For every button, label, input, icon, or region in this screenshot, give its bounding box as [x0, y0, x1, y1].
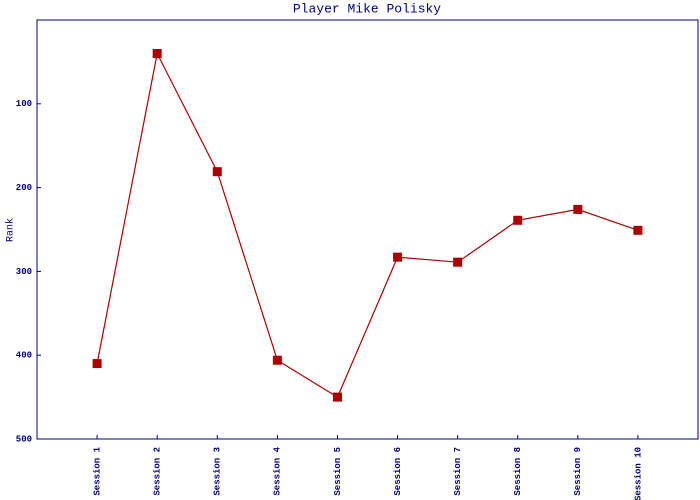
data-point [272, 355, 282, 365]
data-point [573, 204, 583, 214]
data-point [152, 49, 162, 59]
data-point [92, 359, 102, 369]
x-tick-label: Session 1 [92, 446, 102, 495]
y-tick-label: 400 [16, 351, 32, 361]
data-point [393, 252, 403, 262]
x-tick-label: Session 6 [393, 447, 403, 496]
plot-frame [36, 19, 699, 440]
data-point [212, 167, 222, 177]
data-point [513, 215, 523, 225]
y-tick-label: 100 [16, 99, 32, 109]
x-tick-label: Session 3 [213, 447, 223, 496]
x-tick-label: Session 4 [273, 446, 283, 495]
x-tick-label: Session 7 [453, 447, 463, 496]
data-point [332, 392, 342, 402]
chart-title: Player Mike Polisky [293, 1, 441, 16]
x-tick-label: Session 8 [513, 447, 523, 496]
x-tick-label: Session 5 [333, 447, 343, 496]
y-tick-label: 500 [16, 434, 32, 444]
data-point [453, 257, 463, 267]
data-point [633, 225, 643, 235]
y-tick-label: 200 [16, 183, 32, 193]
x-tick-label: Session 2 [153, 447, 163, 496]
x-tick-label: Session 10 [633, 447, 643, 500]
data-line [96, 51, 639, 398]
y-axis-label: Rank [5, 218, 17, 242]
y-tick-label: 300 [16, 267, 32, 277]
x-tick-label: Session 9 [573, 447, 583, 496]
